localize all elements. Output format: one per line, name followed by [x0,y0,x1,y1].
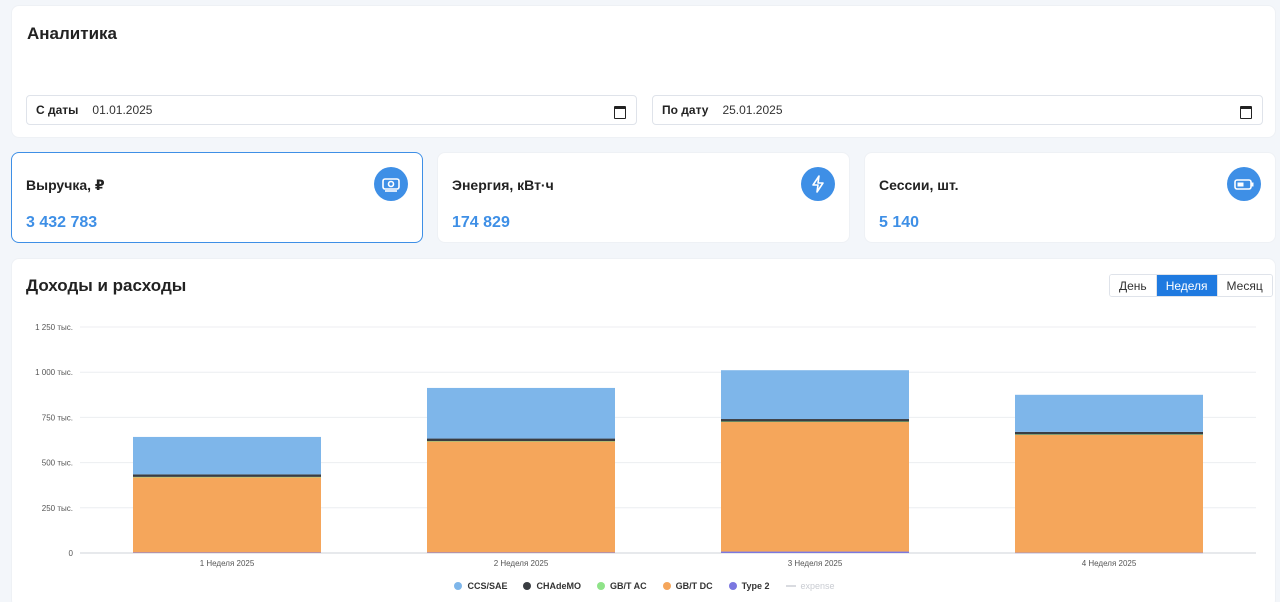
legend-marker [596,582,605,590]
legend-marker [785,585,796,587]
bar-segment-chademo[interactable] [427,438,615,442]
date-from-label: С даты [36,103,79,117]
bar-segment-gb-t-dc[interactable] [133,477,321,553]
legend-item[interactable]: GB/T AC [596,581,647,591]
bar-segment-type-2[interactable] [427,552,615,553]
page-title: Аналитика [27,24,117,43]
bar-segment-gb-t-ac[interactable] [1015,434,1203,435]
bar-segment-gb-t-dc[interactable] [1015,434,1203,553]
bar-segment-gb-t-ac[interactable] [427,441,615,442]
legend-marker [728,582,737,590]
x-tick-label: 2 Неделя 2025 [494,559,549,568]
y-tick-label: 500 тыс. [42,459,73,468]
period-switch: День Неделя Месяц [1109,274,1273,297]
calendar-icon[interactable] [613,104,626,119]
legend-item[interactable]: CHAdeMO [523,581,581,591]
legend-label: CCS/SAE [467,581,508,591]
legend-label: Type 2 [741,581,770,591]
bar-segment-ccs-sae[interactable] [721,370,909,420]
bar-segment-chademo[interactable] [133,474,321,477]
y-tick-label: 1 250 тыс. [35,323,73,332]
income-expense-chart-card: Доходы и расходы День Неделя Месяц 0 250 … [11,258,1276,602]
legend-item[interactable]: CCS/SAE [454,581,507,591]
y-tick-label: 1 000 тыс. [35,368,73,377]
money-icon [374,167,408,201]
x-tick-label: 4 Неделя 2025 [1082,559,1137,568]
legend-marker [523,582,532,590]
legend-label: expense [800,581,835,591]
period-day-button[interactable]: День [1110,275,1157,296]
chart-title: Доходы и расходы [26,276,187,295]
kpi-value: 174 829 [452,214,510,231]
bar-segment-gb-t-dc[interactable] [427,441,615,553]
bar-segment-gb-t-ac[interactable] [133,476,321,478]
lightning-icon [801,167,835,201]
bar-segment-ccs-sae[interactable] [133,436,321,475]
filters-panel: Аналитика С даты 01.01.2025 По дату 25.0… [11,5,1276,138]
legend-label: CHAdeMO [536,581,581,591]
calendar-icon[interactable] [1239,104,1252,119]
legend-item[interactable]: Type 2 [728,581,770,591]
kpi-card-revenue[interactable]: Выручка, ₽ 3 432 783 [11,152,423,243]
kpi-label: Энергия, кВт·ч [452,177,554,193]
bar-segment-type-2[interactable] [1015,552,1203,554]
bar-segment-type-2[interactable] [133,552,321,553]
kpi-label: Сессии, шт. [879,177,959,193]
bar-segment-type-2[interactable] [721,551,909,553]
kpi-label: Выручка, ₽ [26,177,105,193]
kpi-value: 5 140 [879,214,920,231]
legend-label: GB/T DC [675,581,713,591]
period-month-button[interactable]: Месяц [1217,275,1272,296]
bar-segment-ccs-sae[interactable] [1015,394,1203,432]
kpi-value: 3 432 783 [26,214,98,231]
date-to-value[interactable]: 25.01.2025 [722,103,783,117]
date-to-field[interactable]: По дату 25.01.2025 [652,95,1263,125]
period-week-button[interactable]: Неделя [1156,275,1218,296]
date-to-label: По дату [662,103,709,117]
kpi-card-energy[interactable]: Энергия, кВт·ч 174 829 [437,152,850,243]
bar-segment-chademo[interactable] [1015,431,1203,435]
kpi-card-sessions[interactable]: Сессии, шт. 5 140 [864,152,1276,243]
legend-item[interactable]: expense [785,581,835,591]
legend-label: GB/T AC [609,581,647,591]
x-tick-label: 3 Неделя 2025 [788,559,843,568]
legend-marker [454,582,463,590]
stacked-bar-chart: 0 250 тыс. 500 тыс. 750 тыс. 1 000 тыс. 1 250… [35,323,1256,568]
bar-segment-chademo[interactable] [721,419,909,422]
legend-item[interactable]: GB/T DC [662,581,713,591]
legend-marker [662,582,671,590]
x-tick-label: 1 Неделя 2025 [200,559,255,568]
battery-icon [1227,167,1261,201]
y-tick-label: 250 тыс. [42,504,73,513]
chart-legend: CCS/SAE CHAdeMO GB/T AC GB/T DC Type 2 expens… [12,581,1277,591]
y-tick-label: 750 тыс. [42,413,73,422]
bar-segment-gb-t-ac[interactable] [721,421,909,423]
bar-segment-gb-t-dc[interactable] [721,421,909,552]
date-from-value[interactable]: 01.01.2025 [92,103,153,117]
bar-segment-ccs-sae[interactable] [427,387,615,439]
date-from-field[interactable]: С даты 01.01.2025 [26,95,637,125]
y-tick-label: 0 [69,549,74,558]
